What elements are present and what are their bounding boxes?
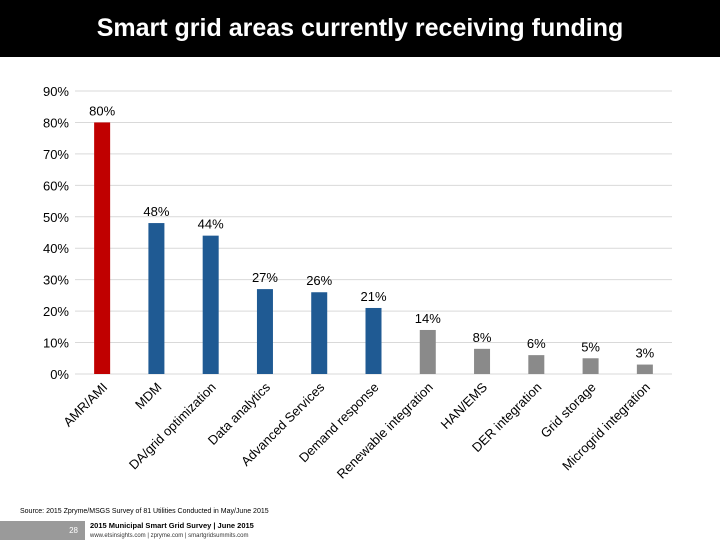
category-label: AMR/AMI [60, 380, 110, 430]
survey-title: 2015 Municipal Smart Grid Survey | June … [90, 521, 254, 530]
data-label: 26% [306, 273, 332, 288]
data-label: 14% [415, 311, 441, 326]
y-tick-label: 50% [43, 210, 69, 225]
y-tick-label: 40% [43, 241, 69, 256]
y-tick-label: 10% [43, 336, 69, 351]
source-note: Source: 2015 Zpryme/MSGS Survey of 81 Ut… [20, 508, 269, 515]
data-label: 80% [89, 103, 115, 118]
bar [365, 307, 382, 374]
bar [582, 358, 599, 374]
page-number: 28 [0, 521, 85, 540]
y-tick-label: 20% [43, 304, 69, 319]
y-tick-label: 60% [43, 178, 69, 193]
bar [474, 348, 491, 374]
y-tick-label: 30% [43, 273, 69, 288]
bar [419, 329, 436, 374]
category-label: Renewable integration [334, 380, 436, 482]
bar [148, 223, 165, 374]
bar [528, 355, 545, 374]
data-label: 5% [581, 339, 600, 354]
bar [94, 122, 111, 374]
data-label: 21% [360, 289, 386, 304]
footer-text: 2015 Municipal Smart Grid Survey | June … [90, 521, 254, 541]
data-label: 48% [143, 204, 169, 219]
bar-chart: 0% 10% 20% 30% 40% 50% 60% 70% 80% 90% 80% AMR/AMI 4… [43, 84, 672, 482]
bar [636, 364, 653, 374]
y-tick-label: 0% [50, 367, 69, 382]
data-label: 6% [527, 336, 546, 351]
footer-links: www.etsinsights.com | zpryme.com | smart… [90, 533, 249, 539]
bar [202, 235, 219, 374]
y-tick-label: 90% [43, 84, 69, 99]
slide-title: Smart grid areas currently receiving fun… [0, 0, 720, 57]
data-label: 44% [198, 217, 224, 232]
data-label: 27% [252, 270, 278, 285]
bar [311, 292, 328, 374]
data-label: 8% [473, 330, 492, 345]
category-label: HAN/EMS [438, 379, 491, 432]
data-label: 3% [635, 346, 654, 361]
bar [256, 289, 273, 374]
category-label: MDM [132, 380, 165, 413]
y-tick-label: 70% [43, 147, 69, 162]
y-tick-label: 80% [43, 115, 69, 130]
